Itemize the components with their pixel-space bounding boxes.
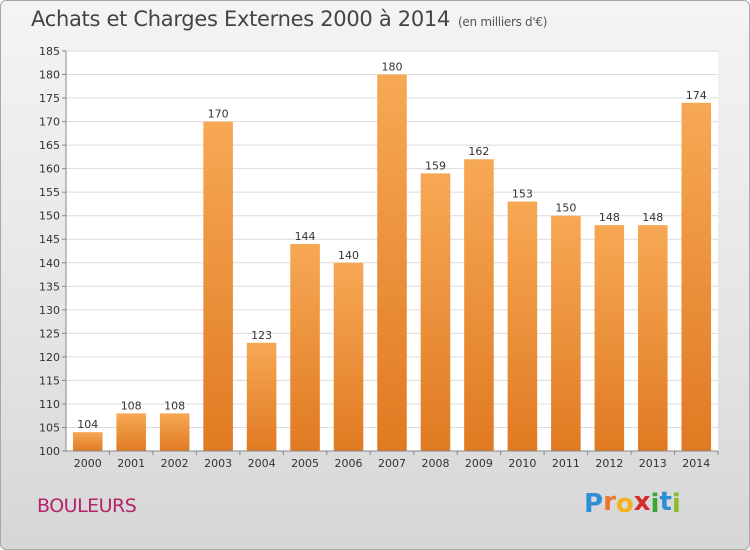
x-tick-label-2005: 2005 (291, 457, 319, 470)
y-tick-label: 130 (39, 304, 60, 317)
data-label-2006: 140 (338, 249, 359, 262)
x-tick-label-2003: 2003 (204, 457, 232, 470)
y-tick-label: 180 (39, 69, 60, 82)
data-label-2005: 144 (295, 230, 316, 243)
x-tick-label-2001: 2001 (117, 457, 145, 470)
logo-letter: i (671, 489, 681, 519)
y-tick-label: 165 (39, 139, 60, 152)
data-label-2014: 174 (686, 89, 707, 102)
bar-2004 (246, 342, 277, 451)
bar-2002 (159, 413, 190, 451)
y-tick-label: 140 (39, 257, 60, 270)
data-label-2002: 108 (164, 399, 185, 412)
bar-2013 (638, 225, 668, 451)
title-text: Achats et Charges Externes 2000 à 2014 (31, 7, 451, 31)
y-tick-label: 115 (39, 374, 60, 387)
x-tick-label-2004: 2004 (248, 457, 276, 470)
logo-letter: x (633, 487, 651, 517)
data-label-2012: 148 (599, 211, 620, 224)
bar-2000 (72, 432, 103, 451)
chart-title: Achats et Charges Externes 2000 à 2014 (e… (31, 7, 547, 31)
y-tick-label: 170 (39, 116, 60, 129)
data-label-2011: 150 (555, 202, 576, 215)
y-tick-label: 185 (39, 45, 60, 58)
logo-letter: t (659, 487, 672, 517)
data-label-2003: 170 (208, 108, 229, 121)
logo-letter: i (650, 489, 660, 519)
x-tick-label-2000: 2000 (74, 457, 102, 470)
y-tick-label: 175 (39, 92, 60, 105)
y-tick-label: 120 (39, 351, 60, 364)
unit-label: (en milliers d'€) (458, 15, 548, 29)
axes: 100 105 110 115 120 125 130 135 140 145 150 155 160 1… (39, 45, 719, 470)
x-tick-label-2008: 2008 (421, 457, 449, 470)
y-tick-label: 135 (39, 280, 60, 293)
y-tick-label: 105 (39, 421, 60, 434)
y-tick-label: 160 (39, 163, 60, 176)
bar-2008 (420, 173, 451, 451)
x-tick-label-2011: 2011 (552, 457, 580, 470)
y-tick-label: 145 (39, 233, 60, 246)
y-tick-label: 150 (39, 210, 60, 223)
data-label-2001: 108 (121, 399, 142, 412)
x-tick-label-2007: 2007 (378, 457, 406, 470)
bar-2014 (681, 102, 712, 451)
bar-2012 (594, 225, 625, 451)
bar-2010 (507, 201, 538, 451)
bar-2007 (377, 74, 407, 451)
bar-2001 (116, 413, 146, 451)
y-tick-label: 110 (39, 398, 60, 411)
logo-letter: r (603, 487, 616, 517)
data-label-2008: 159 (425, 159, 446, 172)
data-label-2004: 123 (251, 329, 272, 342)
x-tick-label-2012: 2012 (595, 457, 623, 470)
x-tick-label-2002: 2002 (161, 457, 189, 470)
logo-letter: o (615, 489, 634, 519)
x-tick-label-2014: 2014 (682, 457, 710, 470)
commune-name: BOULEURS (37, 495, 137, 517)
x-tick-label-2006: 2006 (335, 457, 363, 470)
bar-2005 (290, 243, 320, 451)
y-tick-label: 155 (39, 186, 60, 199)
data-label-2009: 162 (468, 145, 489, 158)
logo-letter: P (584, 489, 604, 519)
x-tick-label-2010: 2010 (508, 457, 536, 470)
data-label-2007: 180 (382, 61, 403, 74)
y-tick-label: 125 (39, 327, 60, 340)
y-tick-label: 100 (39, 445, 60, 458)
bar-2011 (551, 215, 581, 451)
bar-2009 (464, 159, 494, 451)
bar-2003 (203, 121, 233, 452)
data-label-2013: 148 (642, 211, 663, 224)
bars: 104 108 108 170 123 144 140 180 159 162 153 150 148 1… (72, 61, 712, 452)
data-label-2000: 104 (77, 418, 98, 431)
bar-2006 (333, 262, 364, 451)
proxiti-logo: Proxiti (584, 487, 681, 519)
data-label-2010: 153 (512, 188, 533, 201)
x-tick-label-2013: 2013 (639, 457, 667, 470)
x-tick-label-2009: 2009 (465, 457, 493, 470)
